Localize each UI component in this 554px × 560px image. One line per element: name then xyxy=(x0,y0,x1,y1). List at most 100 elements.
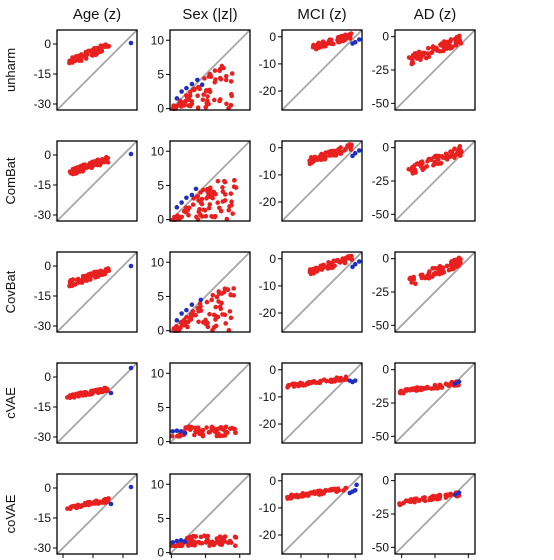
point-above-diagonal xyxy=(83,53,88,59)
point-above-diagonal xyxy=(184,320,189,325)
point-above-diagonal xyxy=(444,152,450,157)
point-above-diagonal xyxy=(224,101,229,107)
point-above-diagonal xyxy=(421,50,426,56)
point-above-diagonal xyxy=(412,51,418,56)
point-above-diagonal xyxy=(425,385,431,391)
point-above-diagonal xyxy=(76,390,82,396)
point-above-diagonal xyxy=(230,211,236,216)
point-above-diagonal xyxy=(228,292,234,298)
point-above-diagonal xyxy=(70,55,75,60)
point-above-diagonal xyxy=(325,41,331,46)
point-below-diagonal xyxy=(356,148,362,153)
identity-line xyxy=(56,140,138,222)
point-below-diagonal xyxy=(452,381,458,386)
point-above-diagonal xyxy=(432,382,438,388)
point-above-diagonal xyxy=(170,433,175,439)
point-above-diagonal xyxy=(214,294,220,300)
point-above-diagonal xyxy=(83,502,88,508)
point-below-diagonal xyxy=(179,200,184,205)
point-below-diagonal xyxy=(182,431,188,436)
point-above-diagonal xyxy=(211,312,217,318)
point-above-diagonal xyxy=(98,272,104,277)
point-above-diagonal xyxy=(97,161,102,167)
point-above-diagonal xyxy=(428,50,434,56)
point-above-diagonal xyxy=(231,286,237,291)
point-above-diagonal xyxy=(172,103,178,109)
point-above-diagonal xyxy=(89,165,95,170)
identity-line xyxy=(394,362,476,444)
point-above-diagonal xyxy=(207,543,212,548)
point-above-diagonal xyxy=(201,92,206,97)
panel-frame xyxy=(169,362,251,444)
point-above-diagonal xyxy=(223,77,229,83)
point-below-diagonal xyxy=(179,311,184,316)
panel-frame xyxy=(56,362,138,444)
row-label: unharm xyxy=(3,48,18,92)
point-above-diagonal xyxy=(458,148,464,153)
y-tick-label: 0 xyxy=(157,435,164,449)
y-tick-label: -25 xyxy=(372,174,390,188)
point-above-diagonal xyxy=(218,76,224,82)
point-above-diagonal xyxy=(91,159,97,164)
panel-covae-0: 0-15-30-30-150DeepResBat xyxy=(34,473,138,560)
point-above-diagonal xyxy=(224,430,230,435)
point-above-diagonal xyxy=(444,263,450,269)
point-above-diagonal xyxy=(187,89,193,95)
point-below-diagonal xyxy=(199,82,205,88)
point-above-diagonal xyxy=(193,425,198,431)
point-above-diagonal xyxy=(346,142,352,148)
point-above-diagonal xyxy=(437,271,442,277)
point-above-diagonal xyxy=(184,314,189,320)
point-above-diagonal xyxy=(219,63,225,69)
y-tick-label: 0 xyxy=(269,363,276,377)
point-above-diagonal xyxy=(451,262,457,267)
point-above-diagonal xyxy=(78,280,84,285)
point-above-diagonal xyxy=(211,426,216,431)
point-above-diagonal xyxy=(86,500,92,505)
point-above-diagonal xyxy=(184,535,190,541)
point-above-diagonal xyxy=(204,88,209,93)
y-tick-label: 0 xyxy=(382,474,389,488)
point-above-diagonal xyxy=(285,496,290,501)
point-above-diagonal xyxy=(184,95,190,100)
point-below-diagonal xyxy=(198,297,204,303)
point-above-diagonal xyxy=(450,44,455,50)
point-above-diagonal xyxy=(212,79,218,85)
panel-frame xyxy=(56,251,138,333)
point-above-diagonal xyxy=(213,317,218,322)
point-above-diagonal xyxy=(326,260,331,265)
identity-line xyxy=(394,251,476,333)
point-above-diagonal xyxy=(102,385,107,391)
point-above-diagonal xyxy=(338,145,343,150)
point-above-diagonal xyxy=(213,304,219,310)
point-above-diagonal xyxy=(414,161,420,166)
y-tick-label: -15 xyxy=(34,511,52,525)
point-above-diagonal xyxy=(319,267,325,272)
point-below-diagonal xyxy=(350,264,355,270)
point-above-diagonal xyxy=(69,170,74,176)
point-above-diagonal xyxy=(69,282,74,288)
point-above-diagonal xyxy=(446,45,452,51)
point-above-diagonal xyxy=(227,538,233,544)
point-above-diagonal xyxy=(71,394,77,400)
point-above-diagonal xyxy=(397,502,403,508)
point-above-diagonal xyxy=(430,266,435,271)
y-tick-label: 5 xyxy=(157,511,164,525)
point-above-diagonal xyxy=(217,433,222,439)
point-above-diagonal xyxy=(207,311,212,317)
point-above-diagonal xyxy=(436,385,442,390)
point-above-diagonal xyxy=(198,190,203,195)
point-below-diagonal xyxy=(193,186,199,192)
panel-cvae-0: 0 -15 -30 xyxy=(34,362,138,444)
y-tick-label: 0 xyxy=(44,148,51,162)
point-above-diagonal xyxy=(186,212,191,218)
y-tick-label: -10 xyxy=(259,168,277,182)
identity-line xyxy=(394,473,476,555)
panel-frame xyxy=(281,140,363,222)
panel-covae-3: 0-25-50-50-250DeepResBat xyxy=(372,473,476,560)
identity-line xyxy=(56,251,138,333)
point-above-diagonal xyxy=(209,297,214,303)
point-below-diagonal xyxy=(178,429,184,434)
point-above-diagonal xyxy=(426,156,432,162)
y-tick-label: 10 xyxy=(151,366,165,380)
